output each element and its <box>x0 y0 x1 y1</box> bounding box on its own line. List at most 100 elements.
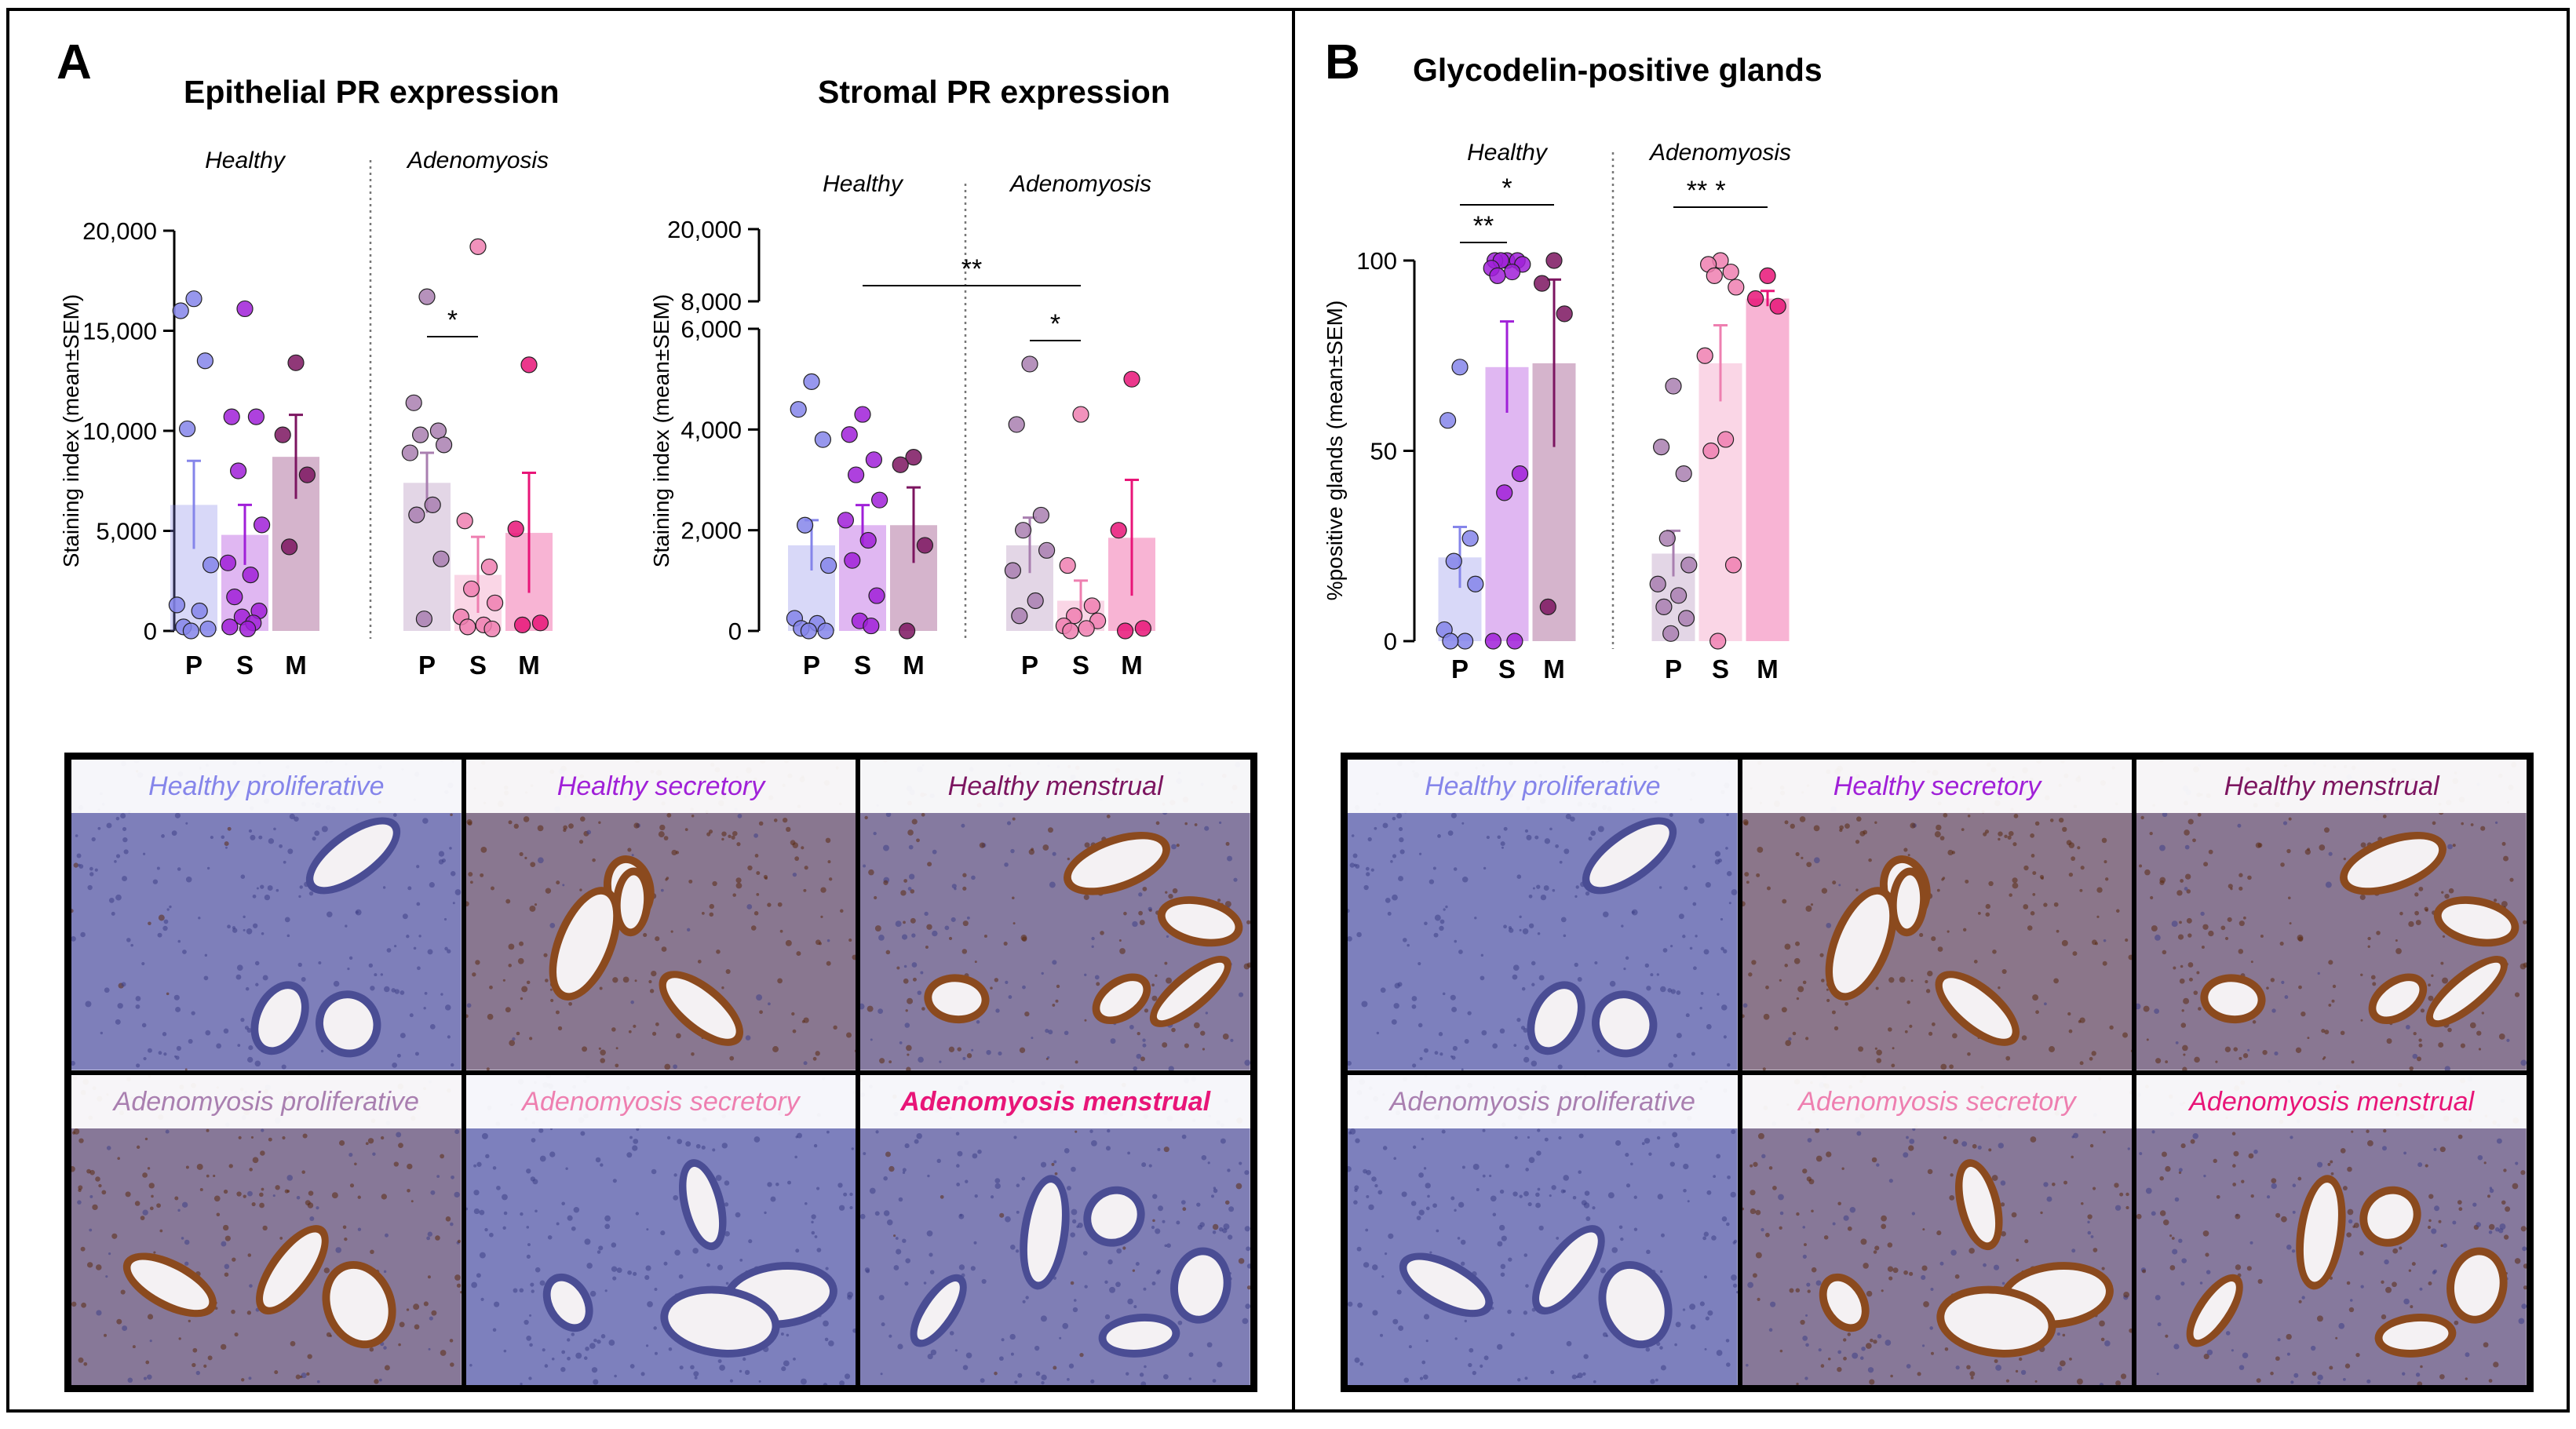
panel-label-a: A <box>57 35 92 89</box>
gly-point <box>1702 442 1720 460</box>
micrograph-label: Healthy proliferative <box>1348 760 1738 813</box>
gly-x-tick-label: S <box>1498 654 1516 684</box>
str-point <box>1008 416 1025 433</box>
epi-y-tick-label: 20,000 <box>82 217 157 245</box>
str-point <box>870 491 888 509</box>
epi-point <box>196 352 213 370</box>
str-point <box>1011 607 1028 625</box>
gly-x-tick-label: M <box>1543 654 1565 684</box>
epi-point <box>486 594 504 611</box>
gly-point <box>1506 632 1523 650</box>
epi-point <box>221 618 239 636</box>
str-y-tick-label: 2,000 <box>680 517 742 545</box>
str-x-tick-label: S <box>1072 651 1089 680</box>
epi-y-tick-label: 0 <box>144 618 157 645</box>
str-x-tick-label: P <box>1021 651 1038 680</box>
epi-point <box>480 558 498 576</box>
epi-point <box>435 436 453 454</box>
epi-point <box>168 596 185 614</box>
epi-point <box>223 408 240 425</box>
gly-point <box>1665 377 1682 395</box>
gly-point <box>1677 610 1695 627</box>
epi-point <box>199 620 217 638</box>
gly-point <box>1457 632 1474 650</box>
gly-point <box>1539 598 1556 615</box>
str-x-tick-label: M <box>903 651 925 680</box>
gly-point <box>1442 632 1459 650</box>
micrograph-label: Healthy menstrual <box>860 760 1250 813</box>
gly-x-tick-label: P <box>1665 654 1682 684</box>
gly-y-tick-label: 50 <box>1370 438 1397 465</box>
epi-point <box>236 300 254 318</box>
epi-point <box>507 520 524 538</box>
str-point <box>844 552 861 569</box>
gly-y-axis-label: %positive glands (mean±SEM) <box>1323 301 1347 601</box>
gly-point <box>1511 465 1529 483</box>
str-point <box>800 622 818 640</box>
panel-b-micrograph-healthy-proliferative: Healthy proliferative <box>1345 757 1740 1073</box>
panel-a-micrograph-healthy-menstrual: Healthy menstrual <box>858 757 1253 1073</box>
gly-point <box>1655 598 1673 615</box>
epi-point <box>483 620 501 638</box>
epi-point <box>274 426 291 443</box>
epi-point <box>219 554 236 571</box>
epi-point <box>531 614 549 632</box>
gly-x-tick-label: M <box>1757 654 1779 684</box>
epithelial-pr-chart: 0 5,000 10,000 15,000 20,000 Staining index (… <box>59 148 553 680</box>
epi-point <box>408 506 425 523</box>
stromal-chart-title: Stromal PR expression <box>818 74 1170 110</box>
str-x-tick-label: S <box>854 651 871 680</box>
str-point <box>1004 562 1022 579</box>
str-y-tick-label: 20,000 <box>667 216 742 243</box>
micrograph-label: Adenomyosis secretory <box>1742 1074 2133 1128</box>
str-point <box>847 466 865 483</box>
epi-point <box>513 616 531 633</box>
gly-y-tick-label: 100 <box>1356 247 1397 275</box>
gly-point <box>1545 252 1563 269</box>
epi-point <box>191 602 208 620</box>
epi-group-label-healthy: Healthy <box>205 148 286 173</box>
gly-point <box>1706 267 1723 284</box>
epi-point <box>462 580 480 598</box>
str-point <box>905 449 922 466</box>
gly-point <box>1675 465 1692 483</box>
gly-point <box>1496 484 1513 501</box>
gly-point <box>1451 359 1469 376</box>
micrograph-label: Adenomyosis menstrual <box>860 1074 1250 1128</box>
str-point <box>892 456 909 473</box>
str-point <box>1072 406 1089 423</box>
str-point <box>898 622 916 640</box>
str-point <box>1032 506 1050 524</box>
epi-point <box>429 422 447 439</box>
str-point <box>1078 620 1095 637</box>
panel-a: A Epithelial PR expression Stromal PR ex… <box>6 8 1295 1413</box>
gly-point <box>1769 297 1786 315</box>
gly-point <box>1696 347 1713 364</box>
gly-point <box>1445 552 1462 570</box>
epi-x-tick-label: M <box>518 651 540 680</box>
micrograph-label: Healthy proliferative <box>71 760 462 813</box>
str-point <box>803 373 820 390</box>
gly-point <box>1759 267 1776 284</box>
gly-point <box>1709 632 1727 650</box>
micrograph-label: Adenomyosis menstrual <box>2136 1074 2527 1128</box>
epi-point <box>172 302 189 319</box>
epi-point <box>287 354 305 371</box>
panel-a-micrograph-adenomyosis-proliferative: Adenomyosis proliferative <box>69 1072 464 1387</box>
epi-point <box>298 466 316 483</box>
gly-point <box>1489 267 1506 284</box>
micrograph-label: Adenomyosis proliferative <box>1348 1074 1738 1128</box>
panel-b-micrograph-adenomyosis-proliferative: Adenomyosis proliferative <box>1345 1072 1740 1387</box>
epi-x-tick-label: S <box>469 651 487 680</box>
micrograph-grid-a: Healthy proliferative Healthy secretory He… <box>64 753 1257 1392</box>
epi-point <box>432 550 450 567</box>
gly-point <box>1746 290 1764 308</box>
str-x-tick-label: M <box>1121 651 1143 680</box>
panel-b-micrograph-adenomyosis-secretory: Adenomyosis secretory <box>1739 1072 2135 1387</box>
epi-point <box>401 444 418 461</box>
panel-a-micrograph-healthy-secretory: Healthy secretory <box>463 757 859 1073</box>
str-point <box>1027 592 1044 610</box>
gly-point <box>1662 625 1680 642</box>
epi-x-tick-label: P <box>418 651 436 680</box>
str-y-tick-label: 6,000 <box>680 315 742 343</box>
